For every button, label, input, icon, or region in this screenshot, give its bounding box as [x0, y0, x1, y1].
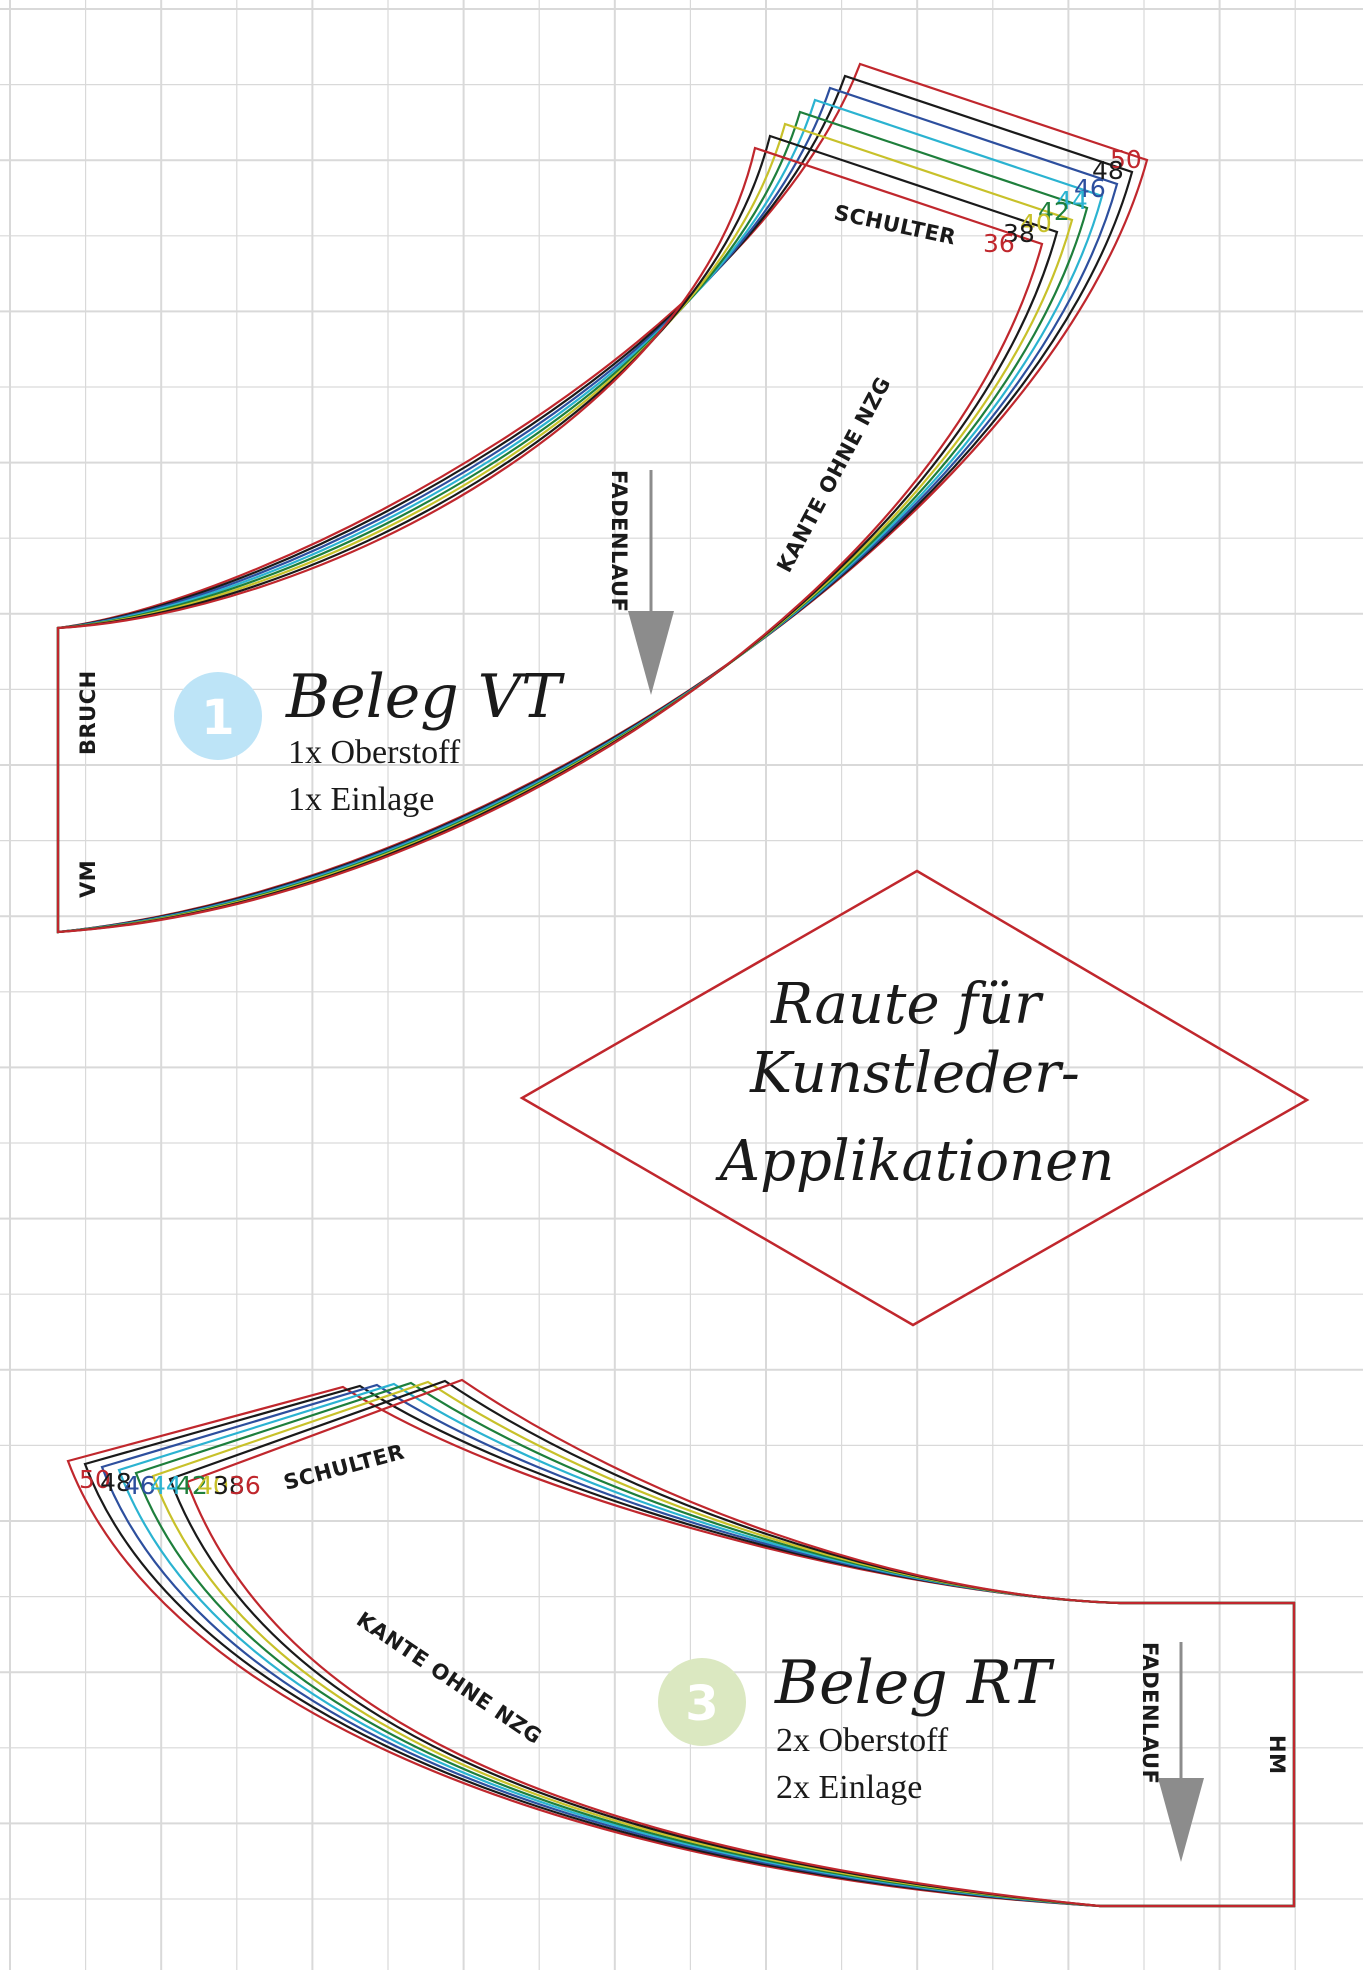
size-outline-vt-48: [56, 74, 1134, 934]
size-outline-rt-36: [185, 1378, 1296, 1908]
size-outline-vt-36: [56, 146, 1044, 934]
size-outline-rt-42: [134, 1381, 1296, 1908]
size-outlines-vt: [56, 62, 1149, 934]
size-label-50-top: 50: [1110, 145, 1142, 174]
piece-number-badge-3: [658, 1658, 746, 1746]
size-label-44-top: 44: [1056, 186, 1088, 215]
size-outline-vt-44: [56, 98, 1104, 934]
size-label-38-rt: 38: [213, 1471, 245, 1500]
pattern-piece-beleg-rt: 50 48 46 44 42 40 38 36 SCHULTER KANTE O…: [66, 1378, 1296, 1908]
size-label-42-rt: 42: [176, 1471, 208, 1500]
size-outline-vt-42: [56, 110, 1089, 934]
piece-title-rt: Beleg RT: [774, 1648, 1055, 1718]
diamond-label-line1: Raute für: [770, 972, 1044, 1037]
size-outline-vt-38: [56, 134, 1059, 934]
size-label-38-top: 38: [1003, 219, 1035, 248]
cutting-info-vt-2: 1x Einlage: [288, 781, 434, 818]
cutting-info-rt-1: 2x Oberstoff: [776, 1722, 949, 1759]
diamond-applique-template: Raute für Kunstleder- Applikationen: [519, 869, 1310, 1327]
fadenlauf-label-vt: FADENLAUF: [607, 470, 631, 612]
size-label-46-top: 46: [1074, 174, 1106, 203]
cutting-info-vt-1: 1x Oberstoff: [288, 734, 461, 771]
size-outline-rt-48: [83, 1384, 1296, 1908]
bruch-label: BRUCH: [76, 670, 100, 755]
vm-label: VM: [76, 860, 100, 898]
size-label-36-top: 36: [983, 229, 1015, 258]
size-label-46-rt: 46: [124, 1471, 156, 1500]
size-labels-top-vt: 50 48 46 44 42 40 38 36: [983, 145, 1142, 258]
diamond-label-line3: Applikationen: [715, 1129, 1115, 1194]
size-labels-top-rt: 50 48 46 44 42 40 38 36: [79, 1465, 261, 1500]
size-outline-rt-46: [100, 1383, 1296, 1908]
size-outline-vt-46: [56, 86, 1119, 934]
size-outlines-rt: [66, 1378, 1296, 1908]
schulter-label-vt: SCHULTER: [832, 200, 958, 249]
size-outline-vt-50: [56, 62, 1149, 934]
size-label-48-top: 48: [1092, 156, 1124, 185]
size-label-36-rt: 36: [229, 1471, 261, 1500]
size-outline-vt-40: [56, 122, 1074, 934]
piece-number-3: 3: [685, 1676, 718, 1732]
size-label-40-rt: 40: [197, 1471, 229, 1500]
size-label-42-top: 42: [1038, 197, 1070, 226]
fadenlauf-label-rt: FADENLAUF: [1138, 1642, 1162, 1784]
grainline-arrow-vt: [628, 470, 674, 695]
size-label-48-rt: 48: [100, 1468, 132, 1497]
size-label-40-top: 40: [1020, 209, 1052, 238]
piece-number-badge-1: [174, 672, 262, 760]
diamond-label-line2: Kunstleder-: [749, 1041, 1080, 1106]
piece-title-vt: Beleg VT: [285, 662, 565, 732]
hm-label: HM: [1265, 1735, 1289, 1774]
size-label-44-rt: 44: [150, 1471, 182, 1500]
grainline-arrow-rt: [1158, 1642, 1204, 1862]
size-label-50-rt: 50: [79, 1465, 111, 1494]
pattern-piece-beleg-vt: 50 48 46 44 42 40 38 36 SCHULTER KANTE O…: [56, 62, 1149, 934]
size-outline-rt-50: [66, 1385, 1296, 1908]
cutting-info-rt-2: 2x Einlage: [776, 1769, 922, 1806]
piece-number-1: 1: [201, 690, 234, 746]
